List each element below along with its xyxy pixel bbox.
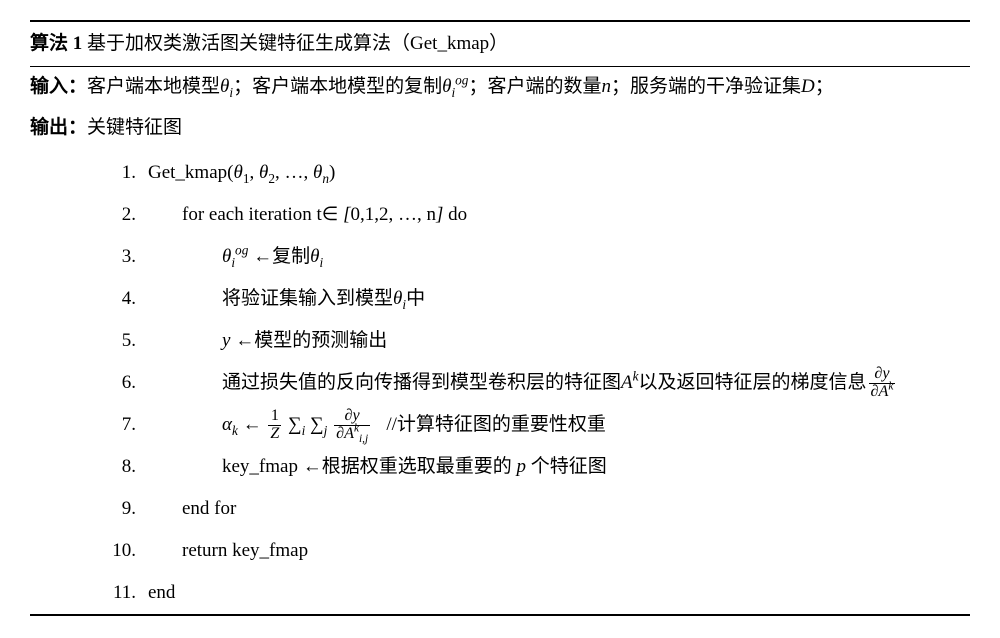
input-text: 客户端本地模型θi；客户端本地模型的复制θiog；客户端的数量n；服务端的干净验… — [87, 76, 834, 97]
step-number: 8. — [100, 448, 148, 486]
step-code: end — [148, 574, 970, 612]
step-number: 10. — [100, 532, 148, 570]
step-number: 7. — [100, 406, 148, 444]
algorithm-step: 4.将验证集输入到模型θi中 — [100, 278, 970, 320]
algorithm-header: 算法 1 基于加权类激活图关键特征生成算法（Get_kmap） — [30, 22, 970, 66]
algorithm-block: 算法 1 基于加权类激活图关键特征生成算法（Get_kmap） 输入：客户端本地… — [0, 0, 1000, 638]
algorithm-steps: 1.Get_kmap(θ1, θ2, …, θn)2.for each iter… — [30, 148, 970, 614]
step-number: 5. — [100, 322, 148, 360]
step-code: θiog ←复制θi — [148, 238, 970, 276]
algorithm-step: 7.αk ← 1Z ∑i ∑j ∂y∂Aki,j //计算特征图的重要性权重 — [100, 404, 970, 446]
step-code: for each iteration t∈ [0,1,2, …, n] do — [148, 196, 970, 234]
algorithm-step: 5.y ←模型的预测输出 — [100, 320, 970, 362]
output-text: 关键特征图 — [87, 117, 182, 138]
step-code: αk ← 1Z ∑i ∑j ∂y∂Aki,j //计算特征图的重要性权重 — [148, 406, 970, 444]
step-code: y ←模型的预测输出 — [148, 322, 970, 360]
algorithm-title: 基于加权类激活图关键特征生成算法（Get_kmap） — [87, 33, 508, 54]
step-code: key_fmap ←根据权重选取最重要的 p 个特征图 — [148, 448, 970, 486]
algorithm-step: 6.通过损失值的反向传播得到模型卷积层的特征图Ak以及返回特征层的梯度信息∂y∂… — [100, 362, 970, 404]
output-label: 输出： — [30, 117, 87, 138]
input-label: 输入： — [30, 76, 87, 97]
algorithm-step: 8.key_fmap ←根据权重选取最重要的 p 个特征图 — [100, 446, 970, 488]
algorithm-step: 9.end for — [100, 488, 970, 530]
algorithm-step: 2.for each iteration t∈ [0,1,2, …, n] do — [100, 194, 970, 236]
step-code: return key_fmap — [148, 532, 970, 570]
algorithm-input: 输入：客户端本地模型θi；客户端本地模型的复制θiog；客户端的数量n；服务端的… — [30, 67, 970, 107]
step-number: 4. — [100, 280, 148, 318]
algorithm-number: 算法 1 — [30, 33, 82, 54]
algorithm-step: 1.Get_kmap(θ1, θ2, …, θn) — [100, 152, 970, 194]
step-code: 将验证集输入到模型θi中 — [148, 280, 970, 318]
algorithm-step: 3.θiog ←复制θi — [100, 236, 970, 278]
step-code: end for — [148, 490, 970, 528]
step-number: 11. — [100, 574, 148, 612]
step-code: 通过损失值的反向传播得到模型卷积层的特征图Ak以及返回特征层的梯度信息∂y∂Ak — [148, 364, 970, 402]
bottom-rule — [30, 614, 970, 616]
algorithm-step: 10.return key_fmap — [100, 530, 970, 572]
algorithm-output: 输出：关键特征图 — [30, 108, 970, 148]
step-number: 9. — [100, 490, 148, 528]
step-number: 2. — [100, 196, 148, 234]
step-number: 3. — [100, 238, 148, 276]
step-number: 6. — [100, 364, 148, 402]
step-number: 1. — [100, 154, 148, 192]
algorithm-step: 11.end — [100, 572, 970, 614]
step-code: Get_kmap(θ1, θ2, …, θn) — [148, 154, 970, 192]
